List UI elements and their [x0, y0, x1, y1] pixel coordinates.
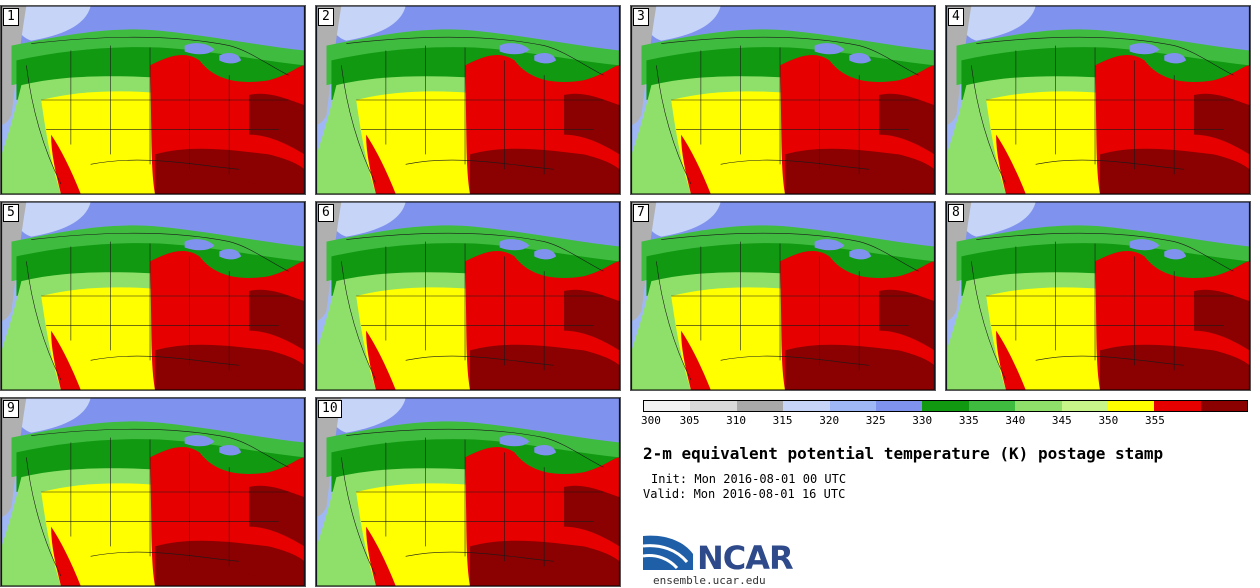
colorbar-segment: [829, 401, 876, 411]
ensemble-member-panel: 1: [0, 5, 306, 195]
member-number-label: 3: [633, 8, 649, 26]
colorbar-segment: [736, 401, 784, 411]
colorbar-segment: [690, 401, 737, 411]
member-number-label: 7: [633, 204, 649, 222]
colorbar-tick-label: 315: [772, 414, 793, 427]
ensemble-member-panel: 4: [945, 5, 1251, 195]
ensemble-member-panel: 8: [945, 201, 1251, 391]
colorbar-tick-label: 300: [641, 414, 661, 427]
map-image: [1, 6, 305, 194]
map-image: [1, 202, 305, 390]
map-image: [631, 6, 935, 194]
member-number-label: 8: [948, 204, 964, 222]
map-image: [1, 398, 305, 586]
member-number-label: 6: [318, 204, 334, 222]
colorbar-segment: [1107, 401, 1155, 411]
colorbar-segment: [1200, 401, 1248, 411]
ensemble-member-panel: 9: [0, 397, 306, 587]
ensemble-member-panel: 7: [630, 201, 936, 391]
ensemble-member-panel: 2: [315, 5, 621, 195]
colorbar-tick-label: 335: [958, 414, 979, 427]
ncar-wordmark: NCAR: [697, 539, 794, 577]
colorbar-tick-label: 345: [1051, 414, 1072, 427]
ensemble-url: ensemble.ucar.edu: [653, 574, 766, 587]
valid-time: Valid: Mon 2016-08-01 16 UTC: [643, 487, 846, 501]
ensemble-member-panel: 3: [630, 5, 936, 195]
colorbar-tick-label: 305: [679, 414, 700, 427]
colorbar-segment: [1061, 401, 1108, 411]
map-image: [316, 6, 620, 194]
colorbar-tick-label: 355: [1144, 414, 1165, 427]
member-number-label: 2: [318, 8, 334, 26]
member-number-label: 9: [3, 400, 19, 418]
init-time: Init: Mon 2016-08-01 00 UTC: [651, 472, 847, 486]
member-number-label: 5: [3, 204, 19, 222]
colorbar-tick-label: 310: [726, 414, 746, 427]
colorbar-segment: [968, 401, 1016, 411]
ensemble-member-panel: 6: [315, 201, 621, 391]
map-image: [316, 398, 620, 586]
colorbar-tick-label: 350: [1098, 414, 1119, 427]
ncar-logo-icon: [643, 535, 693, 570]
ensemble-member-panel: 10: [315, 397, 621, 587]
colorbar-tick-label: 325: [865, 414, 886, 427]
colorbar-segment: [1154, 401, 1201, 411]
colorbar: [643, 400, 1248, 412]
colorbar-tick-label: 340: [1005, 414, 1026, 427]
member-number-label: 10: [318, 400, 342, 418]
colorbar-tick-label: 320: [819, 414, 840, 427]
colorbar-segment: [644, 401, 691, 411]
map-image: [946, 202, 1250, 390]
map-image: [316, 202, 620, 390]
map-image: [946, 6, 1250, 194]
colorbar-tick-labels: 300 305 310 315 320 325 330 335 340 345 350 355: [641, 414, 1248, 430]
colorbar-tick-label: 330: [912, 414, 933, 427]
figure-title: 2-m equivalent potential temperature (K)…: [643, 444, 1164, 463]
colorbar-segment: [922, 401, 969, 411]
map-image: [631, 202, 935, 390]
colorbar-segment: [783, 401, 830, 411]
colorbar-segment: [1015, 401, 1062, 411]
member-number-label: 4: [948, 8, 964, 26]
member-number-label: 1: [3, 8, 19, 26]
colorbar-segment: [875, 401, 923, 411]
ensemble-member-panel: 5: [0, 201, 306, 391]
